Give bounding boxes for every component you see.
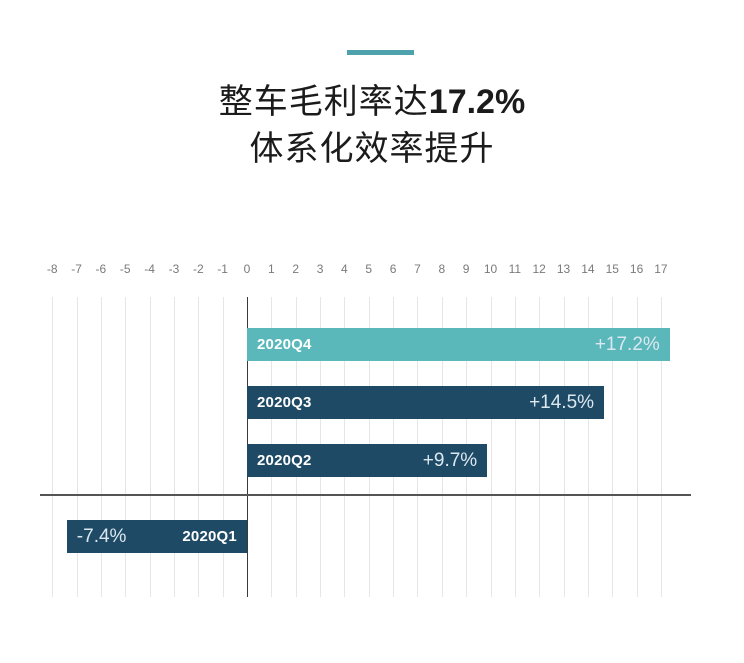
gridline <box>660 297 662 597</box>
bar-value-label: +9.7% <box>422 449 478 471</box>
bar-value-label: -7.4% <box>76 525 127 547</box>
x-tick-label: 12 <box>532 262 546 276</box>
bar-category-label: 2020Q1 <box>182 528 237 545</box>
gridline <box>173 297 175 597</box>
gridline <box>612 297 614 597</box>
x-tick-label: 3 <box>316 262 324 276</box>
x-tick-label: 4 <box>341 262 348 276</box>
gridline <box>125 297 127 597</box>
gridline <box>76 297 78 597</box>
chart-title-line-2: 体系化效率提升 <box>249 129 495 169</box>
x-tick-label: 16 <box>629 262 644 276</box>
gridline <box>490 297 492 597</box>
gridline <box>149 297 151 597</box>
bar-category-label: 2020Q2 <box>257 452 312 469</box>
bar-category-label: 2020Q3 <box>257 394 312 411</box>
x-tick-label: -6 <box>95 262 107 276</box>
bar-2020q1: -7.4% 2020Q1 <box>66 520 247 553</box>
gridline <box>52 297 54 597</box>
gridline <box>222 297 224 597</box>
x-tick-label: 13 <box>556 262 571 276</box>
x-tick-label: -4 <box>144 262 155 276</box>
x-tick-label: -7 <box>71 262 82 276</box>
title-highlight-value: 17.2% <box>428 83 526 121</box>
x-tick-label: 15 <box>605 262 619 276</box>
x-tick-label: 9 <box>462 262 470 276</box>
x-tick-label: 5 <box>365 262 373 276</box>
bar-2020q3: 2020Q3 +14.5% <box>247 386 605 419</box>
x-tick-label: -1 <box>217 262 228 276</box>
x-tick-label: 17 <box>654 262 668 276</box>
bar-category-label: 2020Q4 <box>257 336 312 353</box>
chart-title-line-1: 整车毛利率达17.2% <box>0 82 744 122</box>
x-tick-label: 7 <box>414 262 421 276</box>
gridline <box>514 297 516 597</box>
x-tick-label: 2 <box>292 262 300 276</box>
horizontal-divider-line <box>40 494 691 496</box>
x-tick-label: 10 <box>483 262 498 276</box>
x-tick-label: 8 <box>438 262 446 276</box>
bar-2020q4: 2020Q4 +17.2% <box>247 328 670 361</box>
x-tick-label: -2 <box>192 262 204 276</box>
x-tick-label: -8 <box>46 262 58 276</box>
x-tick-label: -3 <box>168 262 180 276</box>
bar-2020q2: 2020Q2 +9.7% <box>247 444 488 477</box>
bar-value-label: +14.5% <box>529 391 595 413</box>
x-tick-label: 11 <box>508 262 522 276</box>
x-tick-label: 6 <box>389 262 397 276</box>
gridline <box>539 297 541 597</box>
gridline <box>100 297 102 597</box>
x-tick-label: 14 <box>581 262 595 276</box>
bar-value-label: +17.2% <box>594 333 660 355</box>
x-tick-label: -5 <box>119 262 131 276</box>
x-tick-label: 0 <box>243 262 251 276</box>
title-accent-bar <box>347 50 414 55</box>
x-tick-label: 1 <box>268 262 275 276</box>
title-prefix: 整车毛利率达 <box>218 82 429 122</box>
gridline <box>563 297 565 597</box>
gridline <box>587 297 589 597</box>
gridline <box>636 297 638 597</box>
gridline <box>198 297 200 597</box>
